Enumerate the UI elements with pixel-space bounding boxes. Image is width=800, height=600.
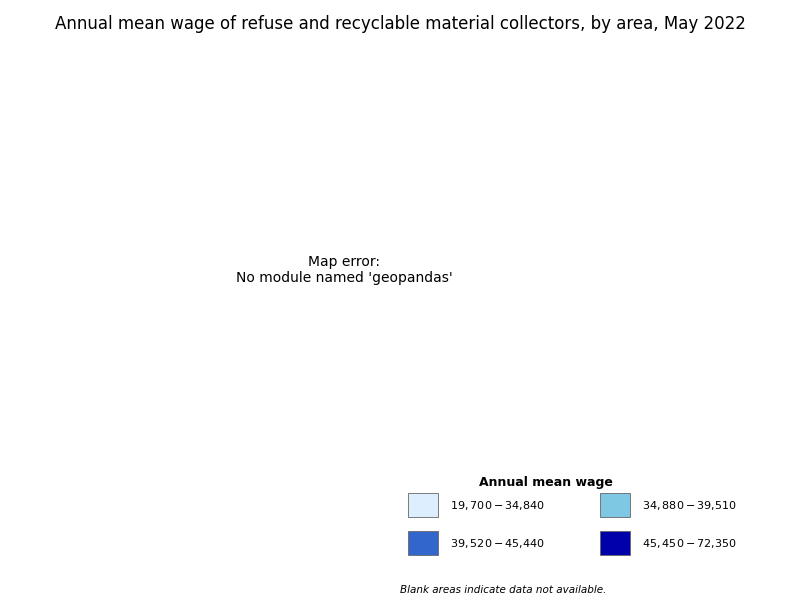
Text: $19,700 - $34,840: $19,700 - $34,840 [450,499,545,512]
Text: Blank areas indicate data not available.: Blank areas indicate data not available. [400,585,606,595]
FancyBboxPatch shape [600,531,630,555]
Text: Annual mean wage of refuse and recyclable material collectors, by area, May 2022: Annual mean wage of refuse and recyclabl… [54,15,746,33]
Text: Map error:
No module named 'geopandas': Map error: No module named 'geopandas' [236,255,452,285]
FancyBboxPatch shape [408,493,438,517]
Text: $45,450 - $72,350: $45,450 - $72,350 [642,536,737,550]
Text: $34,880 - $39,510: $34,880 - $39,510 [642,499,737,512]
Text: $39,520 - $45,440: $39,520 - $45,440 [450,536,545,550]
Text: Annual mean wage: Annual mean wage [479,476,613,489]
FancyBboxPatch shape [600,493,630,517]
FancyBboxPatch shape [408,531,438,555]
